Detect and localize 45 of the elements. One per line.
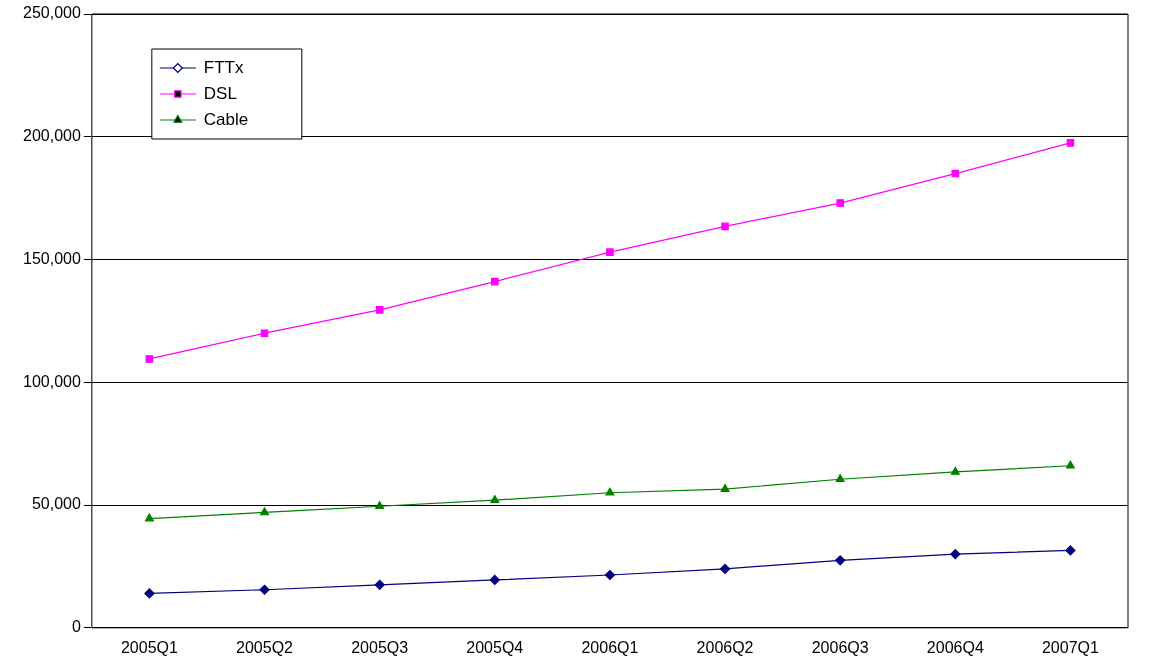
point: [1065, 460, 1075, 469]
y-tick-label: 0: [71, 618, 81, 636]
point: [260, 329, 269, 337]
point: [1065, 545, 1076, 556]
point: [950, 466, 960, 475]
point: [606, 248, 614, 256]
legend-label: DSL: [203, 83, 237, 103]
point: [144, 588, 155, 599]
point: [836, 199, 844, 207]
point: [374, 579, 385, 590]
point: [604, 569, 616, 581]
point: [145, 355, 154, 363]
legend-label: Cable: [203, 109, 249, 129]
point: [260, 507, 270, 516]
point: [605, 487, 615, 496]
x-tick-label: 2006Q2: [696, 638, 754, 656]
y-tick-label: 100,000: [22, 372, 81, 390]
x-tick-label: 2006Q4: [926, 638, 984, 656]
point: [375, 501, 385, 510]
point: [721, 222, 729, 231]
point: [951, 169, 960, 178]
y-tick-label: 150,000: [22, 249, 81, 267]
point: [1066, 139, 1075, 147]
y-tick-label: 50,000: [31, 495, 81, 513]
x-tick-label: 2006Q3: [811, 638, 869, 656]
point: [835, 555, 846, 566]
x-tick-label: 2005Q2: [236, 638, 294, 656]
legend-label: FTTx: [203, 57, 244, 77]
point: [259, 584, 270, 595]
point: [719, 563, 731, 574]
x-tick-label: 2006Q1: [581, 638, 639, 656]
point: [144, 513, 154, 522]
x-tick-label: 2005Q4: [466, 638, 524, 656]
point: [375, 306, 384, 314]
y-tick-label: 250,000: [22, 4, 81, 22]
point: [490, 495, 500, 503]
point: [489, 574, 500, 586]
x-tick-label: 2005Q1: [120, 638, 178, 656]
y-tick-label: 200,000: [22, 127, 81, 145]
point: [835, 474, 845, 483]
point: [720, 483, 730, 492]
point: [950, 549, 961, 560]
point: [491, 277, 499, 286]
x-tick-label: 2007Q1: [1041, 638, 1100, 656]
x-tick-label: 2005Q3: [351, 638, 409, 656]
